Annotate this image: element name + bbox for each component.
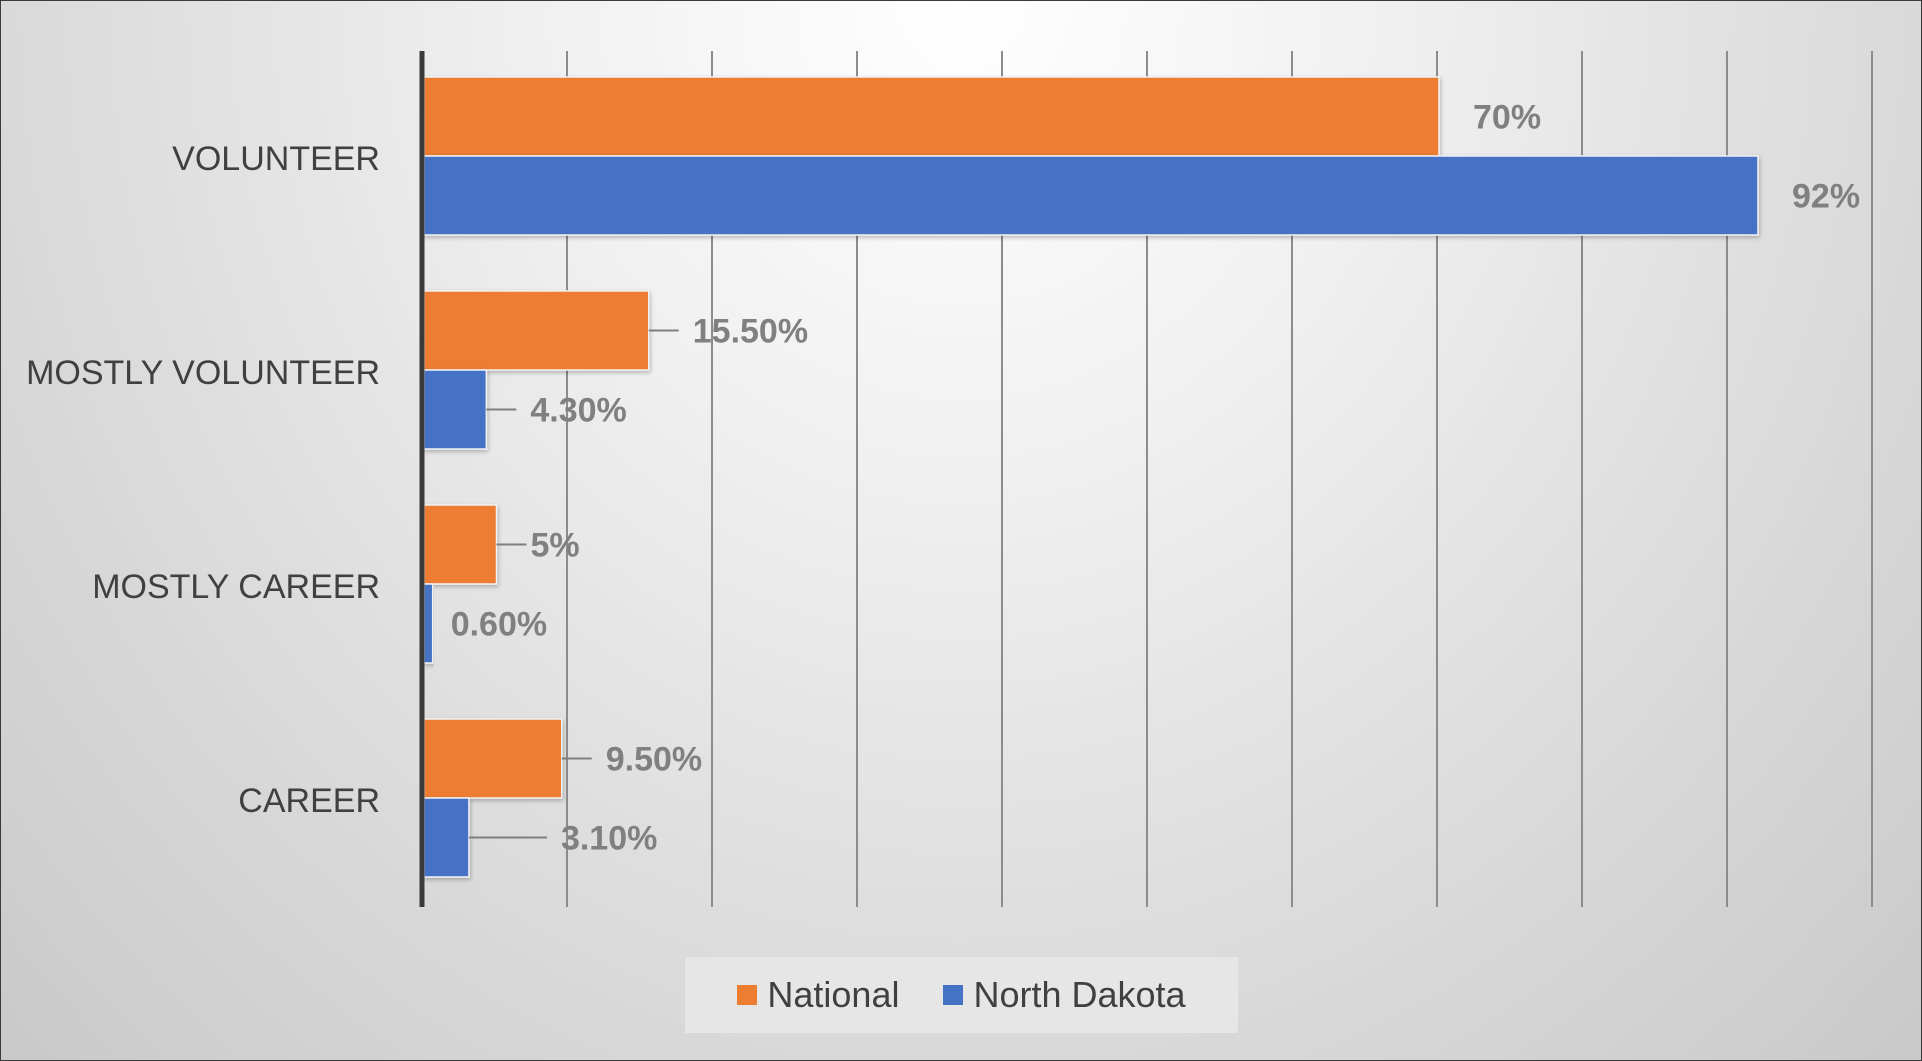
- bar-volunteer-national: [423, 76, 1440, 157]
- legend-swatch-national: [737, 985, 758, 1005]
- data-label-mostly-volunteer-national: 15.50%: [693, 313, 808, 351]
- legend-label-north-dakota: North Dakota: [973, 974, 1186, 1015]
- category-label-mostly-volunteer: MOSTLY VOLUNTEER: [26, 354, 380, 392]
- bar-career-north-dakota: [423, 797, 470, 878]
- data-label-mostly-volunteer-north-dakota: 4.30%: [530, 392, 626, 430]
- bar-volunteer-north-dakota: [423, 155, 1759, 236]
- data-label-mostly-career-north-dakota: 0.60%: [451, 606, 547, 644]
- bar-mostly-volunteer-north-dakota: [423, 369, 488, 450]
- data-label-volunteer-national: 70%: [1473, 99, 1541, 137]
- data-label-mostly-career-national: 5%: [531, 527, 580, 565]
- bar-mostly-career-national: [423, 504, 498, 585]
- category-label-career: CAREER: [238, 782, 380, 820]
- legend-label-national: National: [767, 974, 900, 1015]
- bar-mostly-volunteer-national: [423, 290, 650, 371]
- category-label-volunteer: VOLUNTEER: [172, 140, 380, 178]
- category-axis-labels: VOLUNTEER MOSTLY VOLUNTEER MOSTLY CAREER CA…: [26, 140, 380, 820]
- legend-item-north-dakota: North Dakota: [943, 974, 1186, 1016]
- bar-mostly-career-north-dakota: [423, 583, 434, 664]
- legend-swatch-north-dakota: [943, 985, 964, 1005]
- legend: National North Dakota: [685, 957, 1238, 1033]
- data-label-career-national: 9.50%: [606, 741, 702, 779]
- bar-career-national: [423, 718, 563, 799]
- data-label-career-north-dakota: 3.10%: [561, 820, 657, 858]
- category-label-mostly-career: MOSTLY CAREER: [92, 568, 380, 606]
- bars: [423, 76, 1759, 878]
- data-labels: 70% 92% 15.50% 4.30% 5% 0.60% 9.50% 3.10%: [451, 99, 1860, 858]
- legend-item-national: National: [737, 974, 899, 1016]
- data-label-volunteer-north-dakota: 92%: [1792, 178, 1860, 216]
